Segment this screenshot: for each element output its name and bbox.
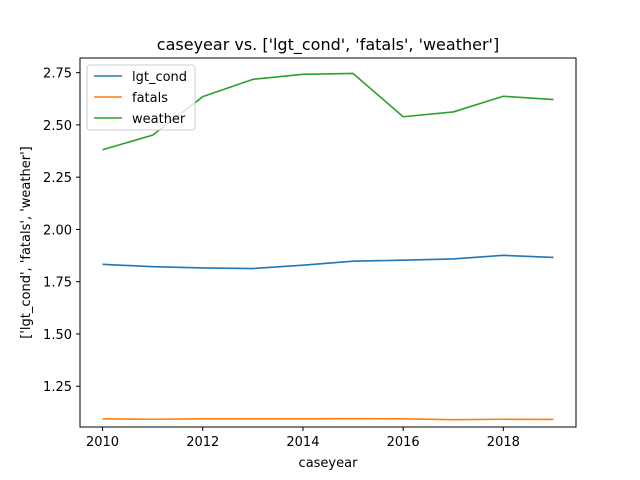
y-axis-ticks: 1.25 1.50 1.75 2.00 2.25 2.50 2.75 [43, 67, 80, 395]
y-tick-label: 2.75 [43, 67, 72, 82]
legend-box [86, 64, 196, 131]
plot-area-frame [79, 57, 577, 428]
x-tick-label: 2012 [186, 435, 219, 450]
y-tick-label: 2.00 [43, 223, 72, 238]
x-tick-label: 2018 [487, 435, 520, 450]
y-tick-label: 1.25 [43, 380, 72, 395]
series-line-fatals [102, 417, 554, 421]
legend-label-lgt-cond: lgt_cond [132, 70, 187, 85]
x-tick-label: 2014 [286, 435, 319, 450]
y-tick-label: 1.50 [43, 328, 72, 343]
x-tick-label: 2016 [387, 435, 420, 450]
y-tick-label: 1.75 [43, 276, 72, 291]
x-tick-label: 2010 [86, 435, 119, 450]
series-line-lgt-cond [102, 254, 554, 270]
legend-label-fatals: fatals [132, 91, 168, 106]
chart-title: caseyear vs. ['lgt_cond', 'fatals', 'wea… [157, 35, 499, 55]
y-tick-label: 2.25 [43, 171, 72, 186]
y-axis-label: ['lgt_cond', 'fatals', 'weather'] [19, 146, 34, 338]
legend-label-weather: weather [132, 112, 186, 127]
x-axis-ticks: 2010 2012 2014 2016 2018 [86, 427, 520, 450]
y-tick-label: 2.50 [43, 119, 72, 134]
x-axis-label: caseyear [299, 456, 359, 471]
